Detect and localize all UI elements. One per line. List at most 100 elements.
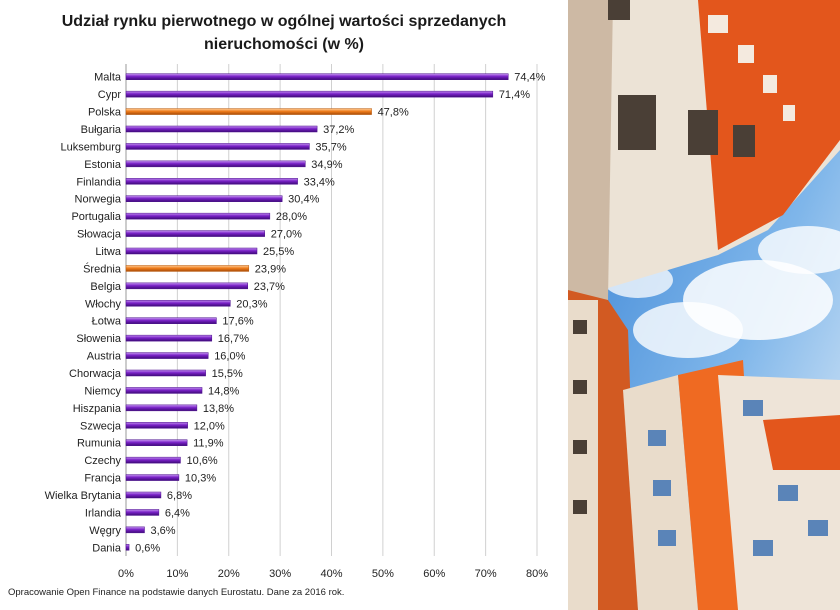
- bar-Hiszpania: [125, 404, 198, 412]
- window: [738, 45, 754, 63]
- category-label: Włochy: [85, 298, 122, 310]
- x-tick-label: 50%: [372, 568, 394, 580]
- x-tick-label: 10%: [166, 568, 188, 580]
- window: [653, 480, 671, 496]
- window: [783, 105, 795, 121]
- x-tick-label: 80%: [526, 568, 548, 580]
- value-label: 3,6%: [150, 525, 175, 537]
- building-top-orange: [698, 0, 840, 250]
- bar-Wielka Brytania: [125, 491, 162, 499]
- window: [573, 320, 587, 334]
- bar-Słowenia: [125, 334, 213, 342]
- value-label: 14,8%: [208, 385, 239, 397]
- value-label: 10,6%: [186, 455, 217, 467]
- chart-title-line-2: nieruchomości (w %): [203, 36, 365, 53]
- category-label: Luksemburg: [60, 141, 121, 153]
- window: [573, 500, 587, 514]
- window: [808, 520, 828, 536]
- bar-Portugalia: [125, 212, 271, 220]
- value-label: 35,7%: [315, 141, 346, 153]
- value-label: 16,7%: [218, 333, 249, 345]
- value-label: 12,0%: [194, 420, 225, 432]
- value-label: 74,4%: [514, 72, 545, 84]
- bar-Estonia: [125, 160, 306, 168]
- bar-Chorwacja: [125, 369, 206, 377]
- value-label: 34,9%: [311, 159, 342, 171]
- chart-title-line-1: Udział rynku pierwotnego w ogólnej warto…: [61, 13, 507, 30]
- chart-title: Udział rynku pierwotnego w ogólnej warto…: [0, 10, 568, 56]
- value-label: 37,2%: [323, 124, 354, 136]
- category-label: Hiszpania: [73, 403, 122, 415]
- x-tick-label: 20%: [218, 568, 240, 580]
- window: [648, 430, 666, 446]
- window: [658, 530, 676, 546]
- value-label: 16,0%: [214, 351, 245, 363]
- cloud: [758, 226, 840, 274]
- bar-Słowacja: [125, 230, 265, 237]
- category-label: Malta: [94, 72, 122, 84]
- bar-Łotwa: [125, 317, 217, 324]
- category-label: Belgia: [90, 281, 121, 293]
- window: [608, 0, 630, 20]
- value-label: 0,6%: [135, 542, 160, 554]
- category-label: Węgry: [89, 525, 121, 537]
- category-label: Słowacja: [77, 229, 122, 241]
- bar-Szwecja: [125, 422, 188, 429]
- x-tick-label: 60%: [423, 568, 445, 580]
- window: [618, 95, 656, 150]
- value-label: 71,4%: [499, 89, 530, 101]
- category-label: Średnia: [83, 262, 122, 275]
- value-label: 6,4%: [165, 507, 190, 519]
- category-label: Szwecja: [80, 420, 122, 432]
- category-label: Cypr: [98, 89, 122, 101]
- value-label: 33,4%: [304, 176, 335, 188]
- value-label: 25,5%: [263, 246, 294, 258]
- building-right-orange: [763, 415, 840, 470]
- category-label: Bułgaria: [81, 124, 122, 136]
- bar-Rumunia: [125, 439, 188, 446]
- category-label: Czechy: [84, 455, 121, 467]
- value-label: 13,8%: [203, 403, 234, 415]
- value-label: 17,6%: [222, 316, 253, 328]
- category-label: Chorwacja: [69, 368, 122, 380]
- category-label: Finlandia: [76, 176, 122, 188]
- category-label: Norwegia: [75, 194, 122, 206]
- category-label: Rumunia: [77, 438, 122, 450]
- bar-Luksemburg: [125, 143, 310, 150]
- category-label: Litwa: [95, 246, 122, 258]
- x-tick-label: 30%: [269, 568, 291, 580]
- window: [743, 400, 763, 416]
- bar-Francja: [125, 474, 180, 481]
- bar-Węgry: [125, 526, 145, 534]
- value-label: 30,4%: [288, 194, 319, 206]
- window: [733, 125, 755, 157]
- bar-Irlandia: [125, 509, 160, 516]
- label-layer: 0% 10% 20% 30% 40% 50% 60% 70% 80% Malta 74,4% Cypr…: [45, 72, 549, 580]
- category-label: Łotwa: [92, 316, 122, 328]
- bar-Polska: [125, 108, 372, 115]
- category-label: Dania: [92, 542, 122, 554]
- window: [573, 440, 587, 454]
- bar-Norwegia: [125, 195, 283, 202]
- window: [573, 380, 587, 394]
- bar-Cypr: [125, 90, 494, 98]
- value-label: 20,3%: [236, 298, 267, 310]
- bar-Belgia: [125, 282, 249, 290]
- category-label: Francja: [84, 473, 122, 485]
- category-label: Estonia: [84, 159, 122, 171]
- category-label: Portugalia: [71, 211, 121, 223]
- category-label: Niemcy: [84, 385, 121, 397]
- bar-Litwa: [125, 247, 258, 255]
- chart-panel: Udział rynku pierwotnego w ogólnej warto…: [0, 10, 568, 598]
- window: [688, 110, 718, 155]
- building-left-facade: [568, 300, 598, 610]
- window: [763, 75, 777, 93]
- bar-Niemcy: [125, 387, 203, 394]
- value-label: 23,7%: [254, 281, 285, 293]
- bar-Średnia: [125, 265, 250, 272]
- bar-Dania: [125, 544, 130, 551]
- category-label: Słowenia: [76, 333, 122, 345]
- bar-Włochy: [125, 300, 231, 307]
- category-label: Irlandia: [85, 507, 122, 519]
- category-label: Polska: [88, 107, 122, 119]
